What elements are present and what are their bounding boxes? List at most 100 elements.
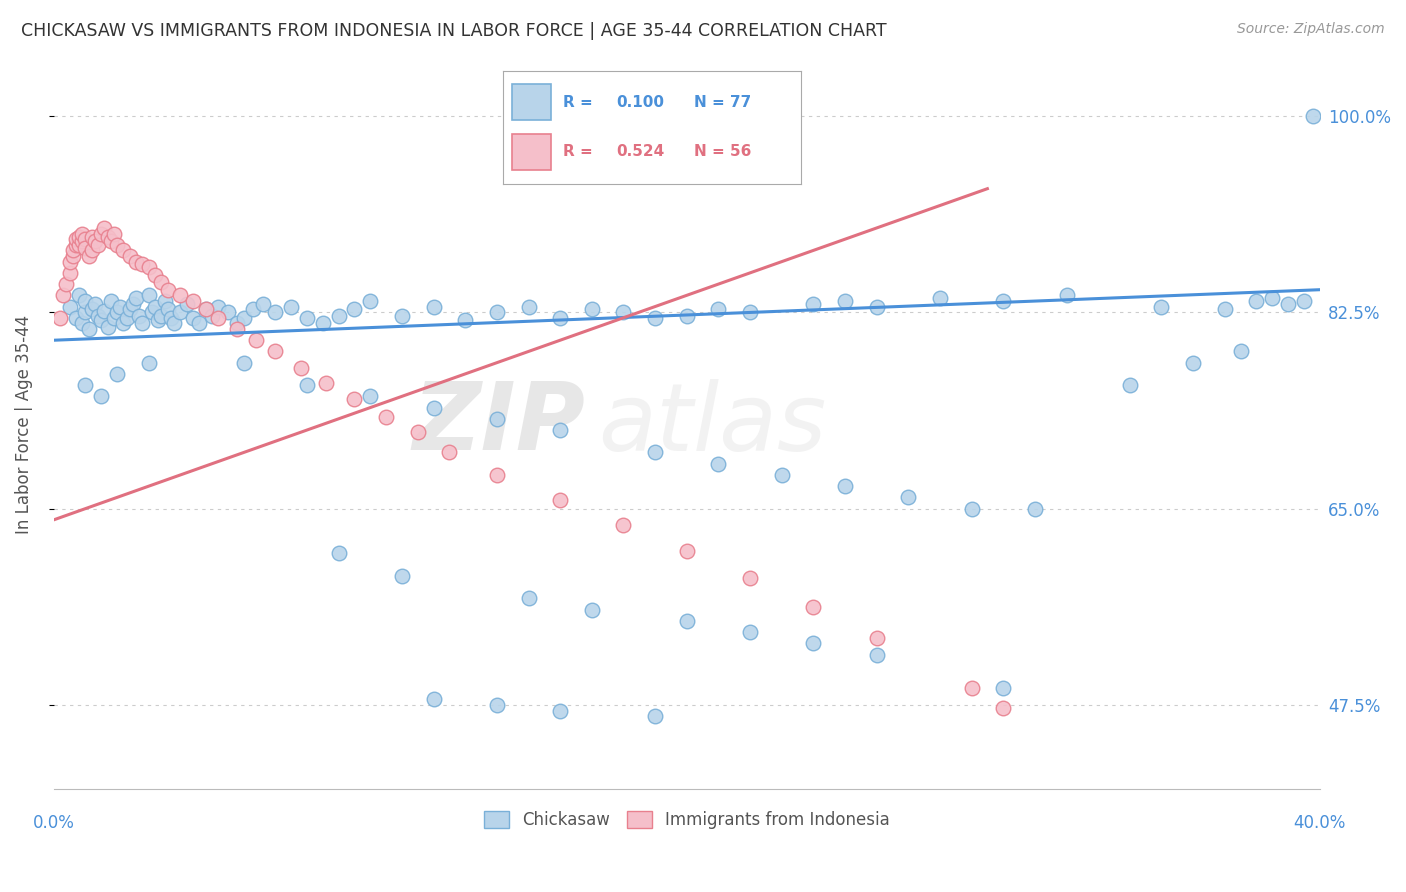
Point <box>548 310 571 325</box>
Point <box>675 544 697 558</box>
Point <box>105 237 128 252</box>
Point <box>87 237 110 252</box>
Point <box>328 309 350 323</box>
Text: 0.0%: 0.0% <box>32 814 75 832</box>
Point <box>245 333 267 347</box>
Point <box>485 305 508 319</box>
Point <box>77 249 100 263</box>
Point <box>295 378 318 392</box>
Point <box>148 313 170 327</box>
Point <box>59 254 82 268</box>
Point <box>315 376 337 390</box>
Point <box>169 305 191 319</box>
Point <box>141 305 163 319</box>
Point <box>960 501 983 516</box>
Point <box>67 230 90 244</box>
Point <box>80 301 103 316</box>
Point <box>993 293 1015 308</box>
Point <box>422 300 444 314</box>
Point <box>80 230 103 244</box>
Point <box>226 322 249 336</box>
Point <box>65 237 87 252</box>
Point <box>1150 300 1173 314</box>
Y-axis label: In Labor Force | Age 35-44: In Labor Force | Age 35-44 <box>15 315 32 534</box>
Point <box>232 356 254 370</box>
Point <box>138 288 160 302</box>
Point <box>581 301 603 316</box>
Point <box>143 268 166 282</box>
Point <box>1119 378 1142 392</box>
Point <box>103 227 125 241</box>
Point <box>150 275 173 289</box>
Point <box>801 297 824 311</box>
Point <box>548 492 571 507</box>
Point <box>112 244 135 258</box>
Point <box>707 457 730 471</box>
Point <box>738 625 761 640</box>
Point <box>93 304 115 318</box>
Point <box>49 310 72 325</box>
Point <box>581 602 603 616</box>
Point <box>143 300 166 314</box>
Point <box>280 300 302 314</box>
Point <box>125 291 148 305</box>
Point <box>181 310 204 325</box>
Text: CHICKASAW VS IMMIGRANTS FROM INDONESIA IN LABOR FORCE | AGE 35-44 CORRELATION CH: CHICKASAW VS IMMIGRANTS FROM INDONESIA I… <box>21 22 887 40</box>
Point <box>707 301 730 316</box>
Point <box>422 401 444 415</box>
Point <box>1024 501 1046 516</box>
Point <box>75 378 97 392</box>
Point <box>406 425 429 440</box>
Point <box>675 309 697 323</box>
Point <box>55 277 77 291</box>
Point <box>97 230 120 244</box>
Point <box>517 591 540 606</box>
Point <box>801 636 824 650</box>
Point <box>84 235 107 249</box>
Point <box>75 241 97 255</box>
Point <box>865 300 887 314</box>
Point <box>801 600 824 615</box>
Point <box>75 305 97 319</box>
Point <box>328 547 350 561</box>
Point <box>517 300 540 314</box>
Point <box>865 631 887 645</box>
Point <box>1182 356 1205 370</box>
Point <box>1277 297 1299 311</box>
Point <box>103 310 125 325</box>
Point <box>1229 344 1251 359</box>
Legend: Chickasaw, Immigrants from Indonesia: Chickasaw, Immigrants from Indonesia <box>477 804 897 836</box>
Point <box>217 305 239 319</box>
Point <box>67 237 90 252</box>
Point <box>75 293 97 308</box>
Point <box>1056 288 1078 302</box>
Point <box>115 310 138 325</box>
Point <box>485 467 508 482</box>
Point <box>93 221 115 235</box>
Point <box>90 389 112 403</box>
Point <box>312 317 335 331</box>
Point <box>118 249 141 263</box>
Point <box>97 319 120 334</box>
Point <box>232 310 254 325</box>
Point <box>118 301 141 316</box>
Point <box>100 293 122 308</box>
Point <box>207 310 229 325</box>
Point <box>67 288 90 302</box>
Point <box>612 518 634 533</box>
Point <box>163 317 186 331</box>
Point <box>112 317 135 331</box>
Point <box>343 301 366 316</box>
Point <box>1246 293 1268 308</box>
Point <box>264 305 287 319</box>
Text: Source: ZipAtlas.com: Source: ZipAtlas.com <box>1237 22 1385 37</box>
Point <box>485 412 508 426</box>
Point <box>644 445 666 459</box>
Point <box>993 701 1015 715</box>
Point <box>391 569 413 583</box>
Point <box>77 322 100 336</box>
Point <box>105 305 128 319</box>
Point <box>100 235 122 249</box>
Point <box>105 367 128 381</box>
Point <box>59 266 82 280</box>
